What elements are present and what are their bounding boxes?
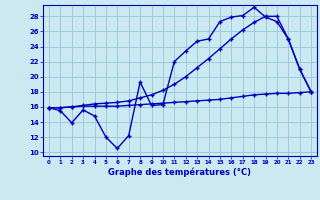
X-axis label: Graphe des températures (°C): Graphe des températures (°C): [108, 168, 252, 177]
